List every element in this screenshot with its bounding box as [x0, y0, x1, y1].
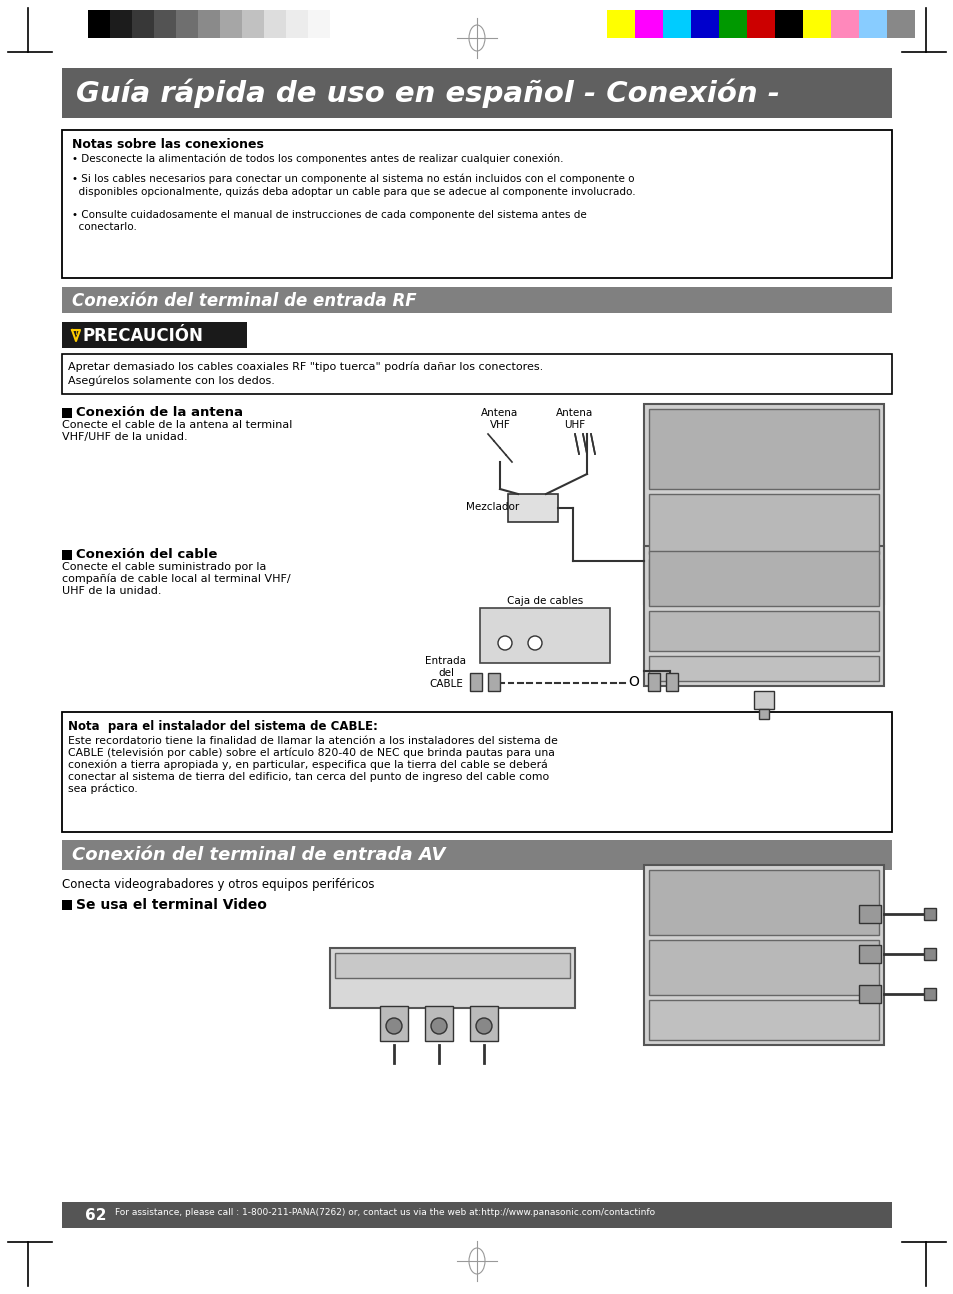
Text: Antena
VHF: Antena VHF	[481, 408, 518, 430]
Bar	[830, 10, 858, 38]
Text: For assistance, please call : 1-800-211-PANA(7262) or, contact us via the web at: For assistance, please call : 1-800-211-…	[115, 1209, 655, 1216]
Bar	[647, 673, 659, 691]
Bar	[470, 1005, 497, 1040]
Bar	[379, 1005, 408, 1040]
Text: Conexión del terminal de entrada RF: Conexión del terminal de entrada RF	[71, 292, 416, 311]
Ellipse shape	[527, 635, 541, 650]
Bar	[62, 550, 71, 560]
Text: PRECAUCIÓN: PRECAUCIÓN	[83, 327, 204, 345]
Bar	[858, 10, 886, 38]
Bar	[759, 709, 768, 719]
Text: Entrada
del
CABLE: Entrada del CABLE	[425, 656, 466, 690]
Text: • Desconecte la alimentación de todos los componentes antes de realizar cualquie: • Desconecte la alimentación de todos lo…	[71, 154, 563, 164]
Bar	[648, 611, 878, 651]
Bar	[635, 10, 662, 38]
Bar	[923, 908, 935, 920]
Bar	[648, 551, 878, 606]
Bar	[886, 10, 914, 38]
Bar	[746, 10, 774, 38]
Bar	[330, 10, 352, 38]
Bar	[153, 10, 175, 38]
Bar	[858, 985, 880, 1003]
Bar	[690, 10, 719, 38]
Text: • Si los cables necesarios para conectar un componente al sistema no están inclu: • Si los cables necesarios para conectar…	[71, 173, 635, 197]
Bar	[132, 10, 153, 38]
Bar	[62, 712, 891, 832]
Bar	[470, 673, 481, 691]
Ellipse shape	[386, 1018, 401, 1034]
Bar	[802, 10, 830, 38]
Text: Nota  para el instalador del sistema de CABLE:: Nota para el instalador del sistema de C…	[68, 719, 377, 732]
Text: Conexión del terminal de entrada AV: Conexión del terminal de entrada AV	[71, 846, 445, 864]
Bar	[923, 949, 935, 960]
Bar	[753, 691, 773, 709]
Bar	[606, 10, 635, 38]
Bar	[62, 287, 891, 313]
Text: • Consulte cuidadosamente el manual de instrucciones de cada componente del sist: • Consulte cuidadosamente el manual de i…	[71, 210, 586, 232]
Bar	[643, 404, 883, 604]
Ellipse shape	[497, 635, 512, 650]
Bar	[643, 864, 883, 1046]
Text: Notas sobre las conexiones: Notas sobre las conexiones	[71, 138, 264, 151]
Bar	[330, 949, 575, 1008]
Bar	[719, 10, 746, 38]
Text: Mezclador: Mezclador	[465, 502, 518, 512]
Bar	[479, 608, 609, 663]
Bar	[488, 673, 499, 691]
Text: Caja de cables: Caja de cables	[506, 597, 582, 606]
Bar	[665, 673, 678, 691]
Text: 62: 62	[85, 1209, 107, 1223]
Bar	[264, 10, 286, 38]
Bar	[335, 952, 569, 978]
Bar	[648, 870, 878, 936]
Bar	[643, 546, 883, 686]
Text: Asegúrelos solamente con los dedos.: Asegúrelos solamente con los dedos.	[68, 377, 274, 387]
Bar	[308, 10, 330, 38]
Bar	[110, 10, 132, 38]
Bar	[198, 10, 220, 38]
Text: Conecta videograbadores y otros equipos periféricos: Conecta videograbadores y otros equipos …	[62, 879, 375, 892]
Bar	[923, 989, 935, 1000]
Bar	[62, 1202, 891, 1228]
Bar	[774, 10, 802, 38]
Bar	[648, 494, 878, 554]
Bar	[62, 355, 891, 393]
Bar	[220, 10, 242, 38]
Bar	[648, 939, 878, 995]
Ellipse shape	[431, 1018, 447, 1034]
Bar	[62, 322, 247, 348]
Bar	[175, 10, 198, 38]
Bar	[62, 69, 891, 118]
Text: Conexión del cable: Conexión del cable	[76, 547, 217, 562]
Bar	[648, 409, 878, 489]
Bar	[858, 945, 880, 963]
Bar	[62, 901, 71, 910]
Bar	[759, 634, 768, 646]
Bar	[424, 1005, 453, 1040]
Text: Conecte el cable suministrado por la
compañía de cable local al terminal VHF/
UH: Conecte el cable suministrado por la com…	[62, 562, 291, 595]
Ellipse shape	[476, 1018, 492, 1034]
Bar	[88, 10, 110, 38]
Bar	[858, 905, 880, 923]
Bar	[286, 10, 308, 38]
Bar	[62, 129, 891, 278]
Text: O: O	[627, 675, 639, 688]
Bar	[662, 10, 690, 38]
Text: Este recordatorio tiene la finalidad de llamar la atención a los instaladores de: Este recordatorio tiene la finalidad de …	[68, 736, 558, 795]
Bar	[242, 10, 264, 38]
Text: Apretar demasiado los cables coaxiales RF "tipo tuerca" podría dañar los conecto: Apretar demasiado los cables coaxiales R…	[68, 362, 542, 373]
Bar	[62, 408, 71, 418]
Bar	[648, 559, 878, 599]
Bar	[507, 494, 558, 521]
Bar	[62, 840, 891, 870]
Text: Conexión de la antena: Conexión de la antena	[76, 406, 243, 419]
Bar	[648, 1000, 878, 1040]
Bar	[753, 613, 773, 634]
Text: Conecte el cable de la antena al terminal
VHF/UHF de la unidad.: Conecte el cable de la antena al termina…	[62, 421, 292, 441]
Bar	[648, 656, 878, 681]
Text: Se usa el terminal Video: Se usa el terminal Video	[76, 898, 267, 912]
Text: !: !	[74, 331, 77, 340]
Text: Guía rápida de uso en español - Conexión -: Guía rápida de uso en español - Conexión…	[76, 78, 779, 107]
Text: Antena
UHF: Antena UHF	[556, 408, 593, 430]
